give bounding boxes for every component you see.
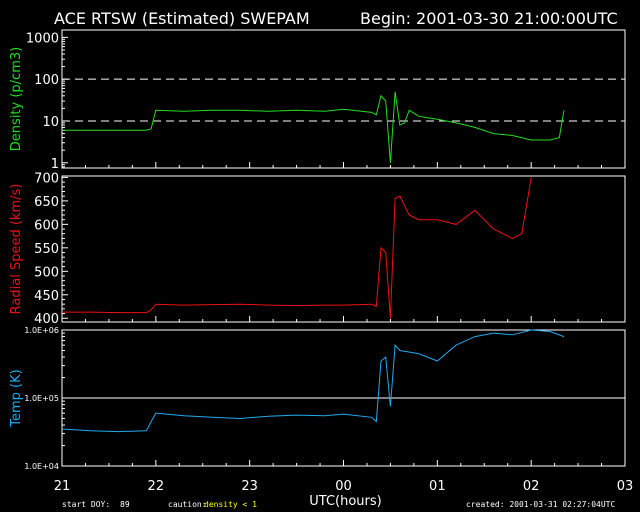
x-axis-label: UTC(hours) <box>309 494 381 509</box>
start-doy-value: 89 <box>120 500 130 509</box>
x-tick-label-2: 23 <box>241 479 258 494</box>
start-doy-label: start DOY: <box>62 500 110 509</box>
temp-ylabel: Temp (K) <box>9 369 24 427</box>
begin-time: Begin: 2001-03-30 21:00:00UTC <box>360 9 618 28</box>
density-series-line <box>62 91 565 163</box>
density-panel-frame <box>61 29 626 169</box>
x-tick-label-4: 01 <box>429 479 446 494</box>
speed-ytick-label-2: 500 <box>34 265 59 280</box>
density-ylabel: Density (p/cm3) <box>9 47 24 151</box>
temp-ytick-label-1: 1.0E+05 <box>24 394 59 403</box>
density-ytick-label-3: 1000 <box>26 31 59 46</box>
speed-panel-frame <box>61 175 626 323</box>
temp-ytick-label-0: 1.0E+04 <box>24 462 59 471</box>
speed-ytick-label-0: 400 <box>34 312 59 327</box>
speed-ytick-label-6: 700 <box>34 171 59 186</box>
x-tick-label-3: 00 <box>335 479 352 494</box>
x-tick-label-6: 03 <box>617 479 634 494</box>
caution-text: density < 1 <box>204 500 257 509</box>
caution-label: caution: <box>168 500 207 509</box>
temp-series-line <box>61 329 565 433</box>
speed-ytick-label-3: 550 <box>34 242 59 257</box>
speed-ytick-label-1: 450 <box>34 289 59 304</box>
speed-ytick-label-4: 600 <box>34 218 59 233</box>
x-tick-label-5: 02 <box>523 479 540 494</box>
speed-series-line <box>62 177 532 319</box>
created-timestamp: created: 2001-03-31 02:27:04UTC <box>466 500 615 509</box>
chart-title: ACE RTSW (Estimated) SWEPAM <box>54 9 310 28</box>
density-ytick-label-2: 100 <box>34 73 59 88</box>
density-ytick-label-1: 10 <box>42 115 59 130</box>
x-tick-label-1: 22 <box>148 479 165 494</box>
speed-ytick-label-5: 650 <box>34 195 59 210</box>
x-tick-label-0: 21 <box>54 479 71 494</box>
speed-ylabel: Radial Speed (km/s) <box>9 184 24 315</box>
density-ytick-label-0: 1 <box>51 157 59 172</box>
temp-ytick-label-2: 1.0E+06 <box>24 326 59 335</box>
